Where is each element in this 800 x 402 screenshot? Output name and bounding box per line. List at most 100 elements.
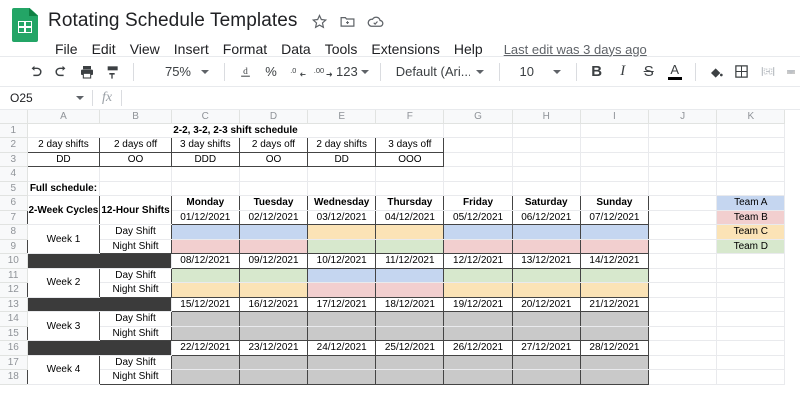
last-edit-status[interactable]: Last edit was 3 days ago [503,41,647,57]
cell-E12[interactable] [307,282,377,298]
cell-J6[interactable] [648,195,718,211]
cell-G5[interactable] [443,181,513,196]
cell-E2[interactable]: 2 day shifts [307,137,377,153]
cell-F12[interactable] [375,282,445,298]
cell-I3[interactable] [580,152,650,167]
star-icon[interactable] [308,9,332,33]
cell-F3[interactable]: OOO [375,152,445,167]
cell-D13[interactable]: 16/12/2021 [239,297,309,312]
cell-F7[interactable]: 04/12/2021 [375,210,445,225]
row-header-6[interactable]: 6 [0,195,28,211]
cell-D10[interactable]: 09/12/2021 [239,253,309,269]
cell-H12[interactable] [512,282,581,298]
cell-B8[interactable]: Day Shift [99,224,172,240]
column-header-d[interactable]: D [239,110,309,124]
increase-decimal-icon[interactable]: .00 [310,59,336,85]
cell-E7[interactable]: 03/12/2021 [307,210,377,225]
cell-G13[interactable]: 19/12/2021 [443,297,513,312]
print-icon[interactable] [74,59,100,85]
cell-J13[interactable] [648,297,718,312]
row-header-7[interactable]: 7 [0,210,28,225]
cell-I9[interactable] [580,239,650,254]
move-to-folder-icon[interactable] [336,9,360,33]
cell-E9[interactable] [307,239,377,254]
undo-icon[interactable] [22,59,48,85]
cell-E18[interactable] [307,369,377,385]
strikethrough-button[interactable]: S [643,63,654,80]
cell-D12[interactable] [239,282,309,298]
cell-B15[interactable]: Night Shift [99,326,172,341]
cell-I18[interactable] [580,369,650,385]
week-label[interactable]: Week 1 [26,224,101,254]
cell-D18[interactable] [239,369,309,385]
cell-I12[interactable] [580,282,650,298]
cell-K5[interactable] [716,181,786,196]
cell-I4[interactable] [580,166,650,182]
cell-I16[interactable]: 28/12/2021 [580,340,650,356]
week-label[interactable]: Week 4 [26,355,101,385]
cell-K2[interactable] [716,137,786,153]
cell-I1[interactable] [580,123,650,138]
number-format-button[interactable]: 123 [336,64,358,79]
column-header-h[interactable]: H [512,110,581,124]
column-header-a[interactable]: A [27,110,101,124]
week-label[interactable]: Week 3 [26,311,101,341]
cell-I11[interactable] [580,268,650,283]
cell-E16[interactable]: 24/12/2021 [307,340,377,356]
cell-H1[interactable] [512,123,581,138]
legend-item[interactable]: Team B [716,210,786,225]
menu-item-file[interactable]: File [55,41,78,57]
cell-J8[interactable] [648,224,718,240]
text-color-icon[interactable]: A [662,59,688,85]
font-size-selector[interactable]: 10 [519,64,534,79]
cell-H9[interactable] [512,239,581,254]
cell-D14[interactable] [239,311,309,327]
cell-A2[interactable]: 2 day shifts [26,137,101,153]
cell-J3[interactable] [648,152,718,167]
cell-A3[interactable]: DD [26,152,101,167]
cell-I10[interactable]: 14/12/2021 [580,253,650,269]
cell-B9[interactable]: Night Shift [99,239,172,254]
cell-H3[interactable] [512,152,581,167]
cell-C16[interactable]: 22/12/2021 [171,340,240,356]
cell-B5[interactable] [99,181,172,196]
legend-item[interactable]: Team C [716,224,786,240]
cell-C11[interactable] [171,268,240,283]
cell-H8[interactable] [512,224,581,240]
number-format-chevron-down-icon[interactable] [360,69,369,74]
column-header-k[interactable]: K [716,110,786,124]
menu-item-help[interactable]: Help [453,41,483,57]
cell-G9[interactable] [443,239,513,254]
cell-H15[interactable] [512,326,581,341]
cell-E8[interactable] [307,224,377,240]
cell-F15[interactable] [375,326,445,341]
cell-J14[interactable] [648,311,718,327]
cell-A10[interactable] [26,253,172,269]
menu-item-extensions[interactable]: Extensions [371,41,440,57]
cell-G8[interactable] [443,224,513,240]
cell-K3[interactable] [716,152,786,167]
cell-C14[interactable] [171,311,240,327]
cell-I5[interactable] [580,181,650,196]
cell-C7[interactable]: 01/12/2021 [171,210,240,225]
cell-G3[interactable] [443,152,513,167]
cell-H11[interactable] [512,268,581,283]
cell-C3[interactable]: DDD [170,152,240,167]
cell-J10[interactable] [648,253,718,269]
cell-K4[interactable] [716,166,786,182]
cell-H13[interactable]: 20/12/2021 [512,297,581,312]
cell-A4[interactable] [27,166,101,182]
cell-E3[interactable]: DD [307,152,377,167]
cell-J18[interactable] [648,369,718,385]
cell-G1[interactable] [443,123,513,138]
row-header-15[interactable]: 15 [0,326,28,341]
cell-K13[interactable] [716,297,786,312]
legend-item[interactable]: Team A [716,195,786,211]
column-header-c[interactable]: C [171,110,240,124]
cell-E14[interactable] [307,311,377,327]
menu-item-format[interactable]: Format [222,41,268,57]
grid-table[interactable]: A B C D E F G H I J K 1 2-2, 3-2, 2-3 shift schedule… [0,110,786,385]
cell-G16[interactable]: 26/12/2021 [443,340,513,356]
bold-button[interactable]: B [591,63,603,80]
spreadsheet-grid[interactable]: A B C D E F G H I J K 1 2-2, 3-2, 2-3 shift schedule… [0,110,800,402]
